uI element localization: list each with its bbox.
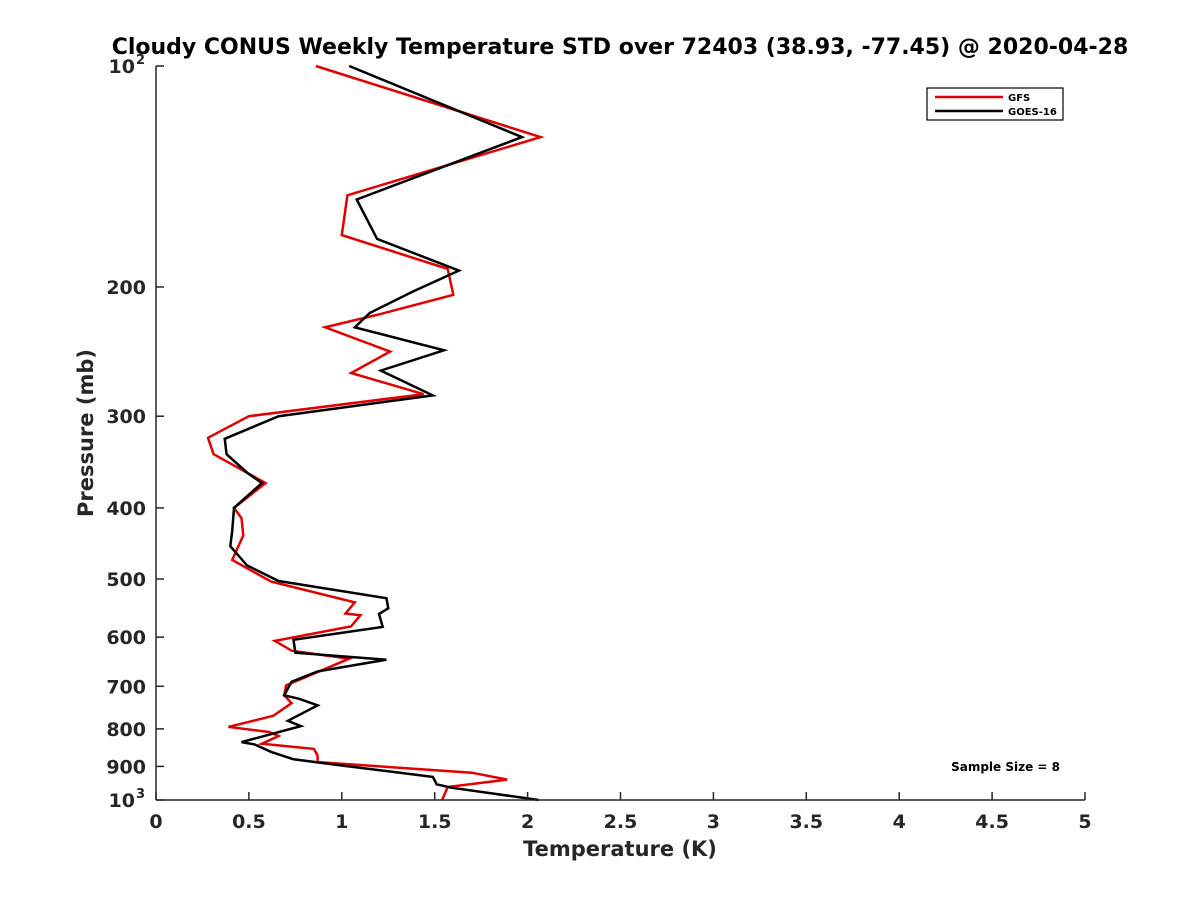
series-layer: [206, 64, 545, 802]
y-tick-label: 800: [106, 719, 146, 741]
x-axis-title: Temperature (K): [523, 837, 717, 861]
x-tick-label: 0: [149, 811, 162, 833]
x-tick-label: 4.5: [975, 811, 1009, 833]
series-line-gfs: [206, 64, 545, 801]
x-tick-label: 1.5: [418, 811, 452, 833]
ticks-layer: 0 0.5 1 1.5 2 2.5 3 3.5 4 4.5 510 22003004005006007…: [106, 53, 1091, 833]
y-tick-label: 600: [106, 627, 146, 649]
series-line-goes-16: [223, 64, 539, 802]
legend-label-goes-16: GOES-16: [1008, 107, 1057, 118]
x-tick-label: 1: [335, 811, 348, 833]
y-tick-exponent: 3: [136, 787, 145, 802]
y-tick-label: 10: [109, 790, 135, 812]
x-tick-label: 5: [1078, 811, 1091, 833]
y-tick-label: 700: [106, 676, 146, 698]
y-tick-label: 500: [106, 569, 146, 591]
y-tick-label: 300: [106, 406, 146, 428]
legend-box: [926, 87, 1064, 121]
x-tick-label: 2: [521, 811, 534, 833]
y-tick-label: 900: [106, 756, 146, 778]
legend-label-gfs: GFS: [1008, 93, 1030, 104]
y-axis-title: Pressure (mb): [74, 349, 98, 517]
x-tick-label: 3.5: [789, 811, 823, 833]
chart-title: Cloudy CONUS Weekly Temperature STD over…: [112, 35, 1129, 60]
y-tick-label: 10: [109, 56, 135, 78]
x-tick-label: 4: [893, 811, 906, 833]
x-tick-label: 3: [707, 811, 720, 833]
x-tick-label: 2.5: [604, 811, 638, 833]
legend: GFS GOES-16: [926, 87, 1064, 121]
y-tick-exponent: 2: [136, 53, 145, 68]
sample-size-annotation: Sample Size = 8: [951, 760, 1060, 774]
y-tick-label: 400: [106, 498, 146, 520]
x-tick-label: 0.5: [232, 811, 266, 833]
y-tick-label: 200: [106, 277, 146, 299]
